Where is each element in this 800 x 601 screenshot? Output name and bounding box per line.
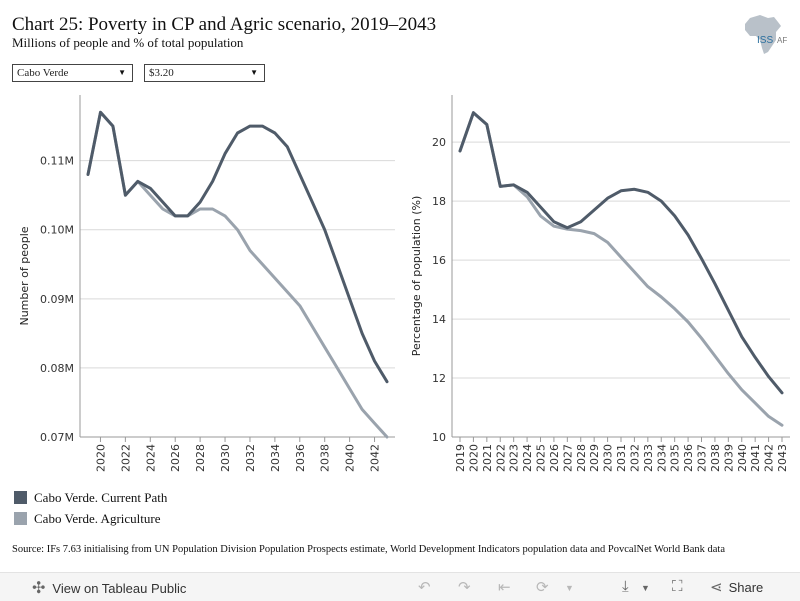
country-dropdown-value: Cabo Verde <box>17 67 69 79</box>
legend-swatch-agriculture <box>14 512 27 525</box>
chart-percentage: 10 12 14 16 18 20 2019 2020 2021 2022 2023 2024 2025… <box>410 95 790 472</box>
x-tick-label: 2029 <box>588 444 601 472</box>
x-tick-label: 2028 <box>194 444 207 472</box>
y-tick-label: 16 <box>432 254 446 267</box>
chevron-down-icon: ▼ <box>250 68 258 77</box>
fullscreen-icon[interactable]: ⛶ <box>672 578 683 595</box>
y-tick-label: 14 <box>432 313 446 326</box>
x-tick-label: 2024 <box>144 444 157 472</box>
download-icon[interactable]: ⤓ <box>622 578 629 595</box>
legend-swatch-current-path <box>14 491 27 504</box>
y-tick-label: 0.09M <box>40 293 74 306</box>
x-tick-label: 2030 <box>602 444 615 472</box>
legend-item-agriculture[interactable]: Cabo Verde. Agriculture <box>14 508 167 527</box>
share-button[interactable]: ⋖ Share <box>710 578 763 596</box>
y-tick-label: 0.11M <box>40 155 74 168</box>
y-tick-label: 10 <box>432 431 446 444</box>
source-note: Source: IFs 7.63 initialising from UN Po… <box>12 544 725 555</box>
view-on-tableau-button[interactable]: ✣ View on Tableau Public <box>32 578 186 598</box>
x-tick-label: 2038 <box>709 444 722 472</box>
logo-text: ISS <box>757 35 773 46</box>
x-tick-label: 2040 <box>344 444 357 472</box>
x-tick-label: 2041 <box>749 444 762 472</box>
tableau-toolbar: ✣ View on Tableau Public ↶ ↷ ⇤ ⟳ ▼ ⤓ ▼ ⛶… <box>0 572 800 601</box>
y-tick-label: 20 <box>432 136 446 149</box>
chevron-down-icon[interactable]: ▼ <box>565 583 574 593</box>
y-axis-title: Number of people <box>18 226 31 325</box>
x-tick-label: 2028 <box>575 444 588 472</box>
revert-icon[interactable]: ⇤ <box>498 579 511 596</box>
chart-title: Chart 25: Poverty in CP and Agric scenar… <box>12 14 437 35</box>
y-axis-title: Percentage of population (%) <box>410 196 423 357</box>
chart-people: 0.07M 0.08M 0.09M 0.10M 0.11M 2020 2022 2024 202… <box>18 95 395 472</box>
poverty-line-dropdown[interactable]: $3.20 ▼ <box>144 64 265 82</box>
y-tick-label: 18 <box>432 195 446 208</box>
redo-icon[interactable]: ↷ <box>458 579 471 596</box>
logo-text-suffix: AF <box>777 36 787 45</box>
x-tick-label: 2026 <box>169 444 182 472</box>
x-tick-label: 2034 <box>269 444 282 472</box>
legend-list: Cabo Verde. Current Path Cabo Verde. Agr… <box>14 487 167 527</box>
x-tick-label: 2039 <box>722 444 735 472</box>
x-tick-label: 2020 <box>94 444 107 472</box>
x-tick-label: 2040 <box>736 444 749 472</box>
y-tick-label: 0.07M <box>40 431 74 444</box>
x-tick-label: 2021 <box>481 444 494 472</box>
chart-subtitle: Millions of people and % of total popula… <box>12 35 244 50</box>
refresh-icon[interactable]: ⟳ <box>536 579 549 596</box>
issafrica-logo[interactable]: ISS AF <box>740 12 790 56</box>
x-tick-label: 2024 <box>521 444 534 472</box>
x-tick-label: 2032 <box>244 444 257 472</box>
country-dropdown[interactable]: Cabo Verde ▼ <box>12 64 133 82</box>
x-tick-label: 2042 <box>763 444 776 472</box>
x-tick-label: 2022 <box>494 444 507 472</box>
chevron-down-icon[interactable]: ▼ <box>641 583 650 593</box>
x-tick-label: 2036 <box>682 444 695 472</box>
share-label: Share <box>728 579 764 595</box>
legend-label-agriculture: Cabo Verde. Agriculture <box>34 510 161 526</box>
x-tick-label: 2030 <box>219 444 232 472</box>
x-tick-label: 2027 <box>561 444 574 472</box>
tableau-icon: ✣ <box>32 580 46 597</box>
x-tick-label: 2033 <box>642 444 655 472</box>
x-tick-label: 2036 <box>294 444 307 472</box>
series-line-current-path[interactable] <box>458 111 784 395</box>
x-tick-label: 2043 <box>776 444 789 472</box>
x-tick-label: 2020 <box>467 444 480 472</box>
y-tick-label: 0.10M <box>40 224 74 237</box>
y-tick-label: 12 <box>432 372 446 385</box>
x-tick-label: 2037 <box>696 444 709 472</box>
legend: Cabo Verde. Current Path Cabo Verde. Agr… <box>14 487 167 527</box>
x-tick-label: 2022 <box>119 444 132 472</box>
chevron-down-icon: ▼ <box>118 68 126 77</box>
series-line-current-path[interactable] <box>86 110 389 384</box>
share-icon: ⋖ <box>710 579 723 596</box>
x-tick-label: 2032 <box>628 444 641 472</box>
y-tick-label: 0.08M <box>40 362 74 375</box>
x-tick-label: 2025 <box>535 444 548 472</box>
legend-label-current-path: Cabo Verde. Current Path <box>34 489 168 505</box>
x-tick-label: 2035 <box>669 444 682 472</box>
poverty-line-dropdown-value: $3.20 <box>149 67 174 79</box>
x-tick-label: 2038 <box>319 444 332 472</box>
legend-item-current-path[interactable]: Cabo Verde. Current Path <box>14 487 167 508</box>
view-on-tableau-label: View on Tableau Public <box>52 580 187 596</box>
x-tick-label: 2042 <box>369 444 382 472</box>
undo-icon[interactable]: ↶ <box>418 579 431 596</box>
x-tick-label: 2019 <box>454 444 467 472</box>
x-tick-label: 2034 <box>655 444 668 472</box>
x-tick-label: 2031 <box>615 444 628 472</box>
x-tick-label: 2023 <box>508 444 521 472</box>
x-tick-label: 2026 <box>548 444 561 472</box>
